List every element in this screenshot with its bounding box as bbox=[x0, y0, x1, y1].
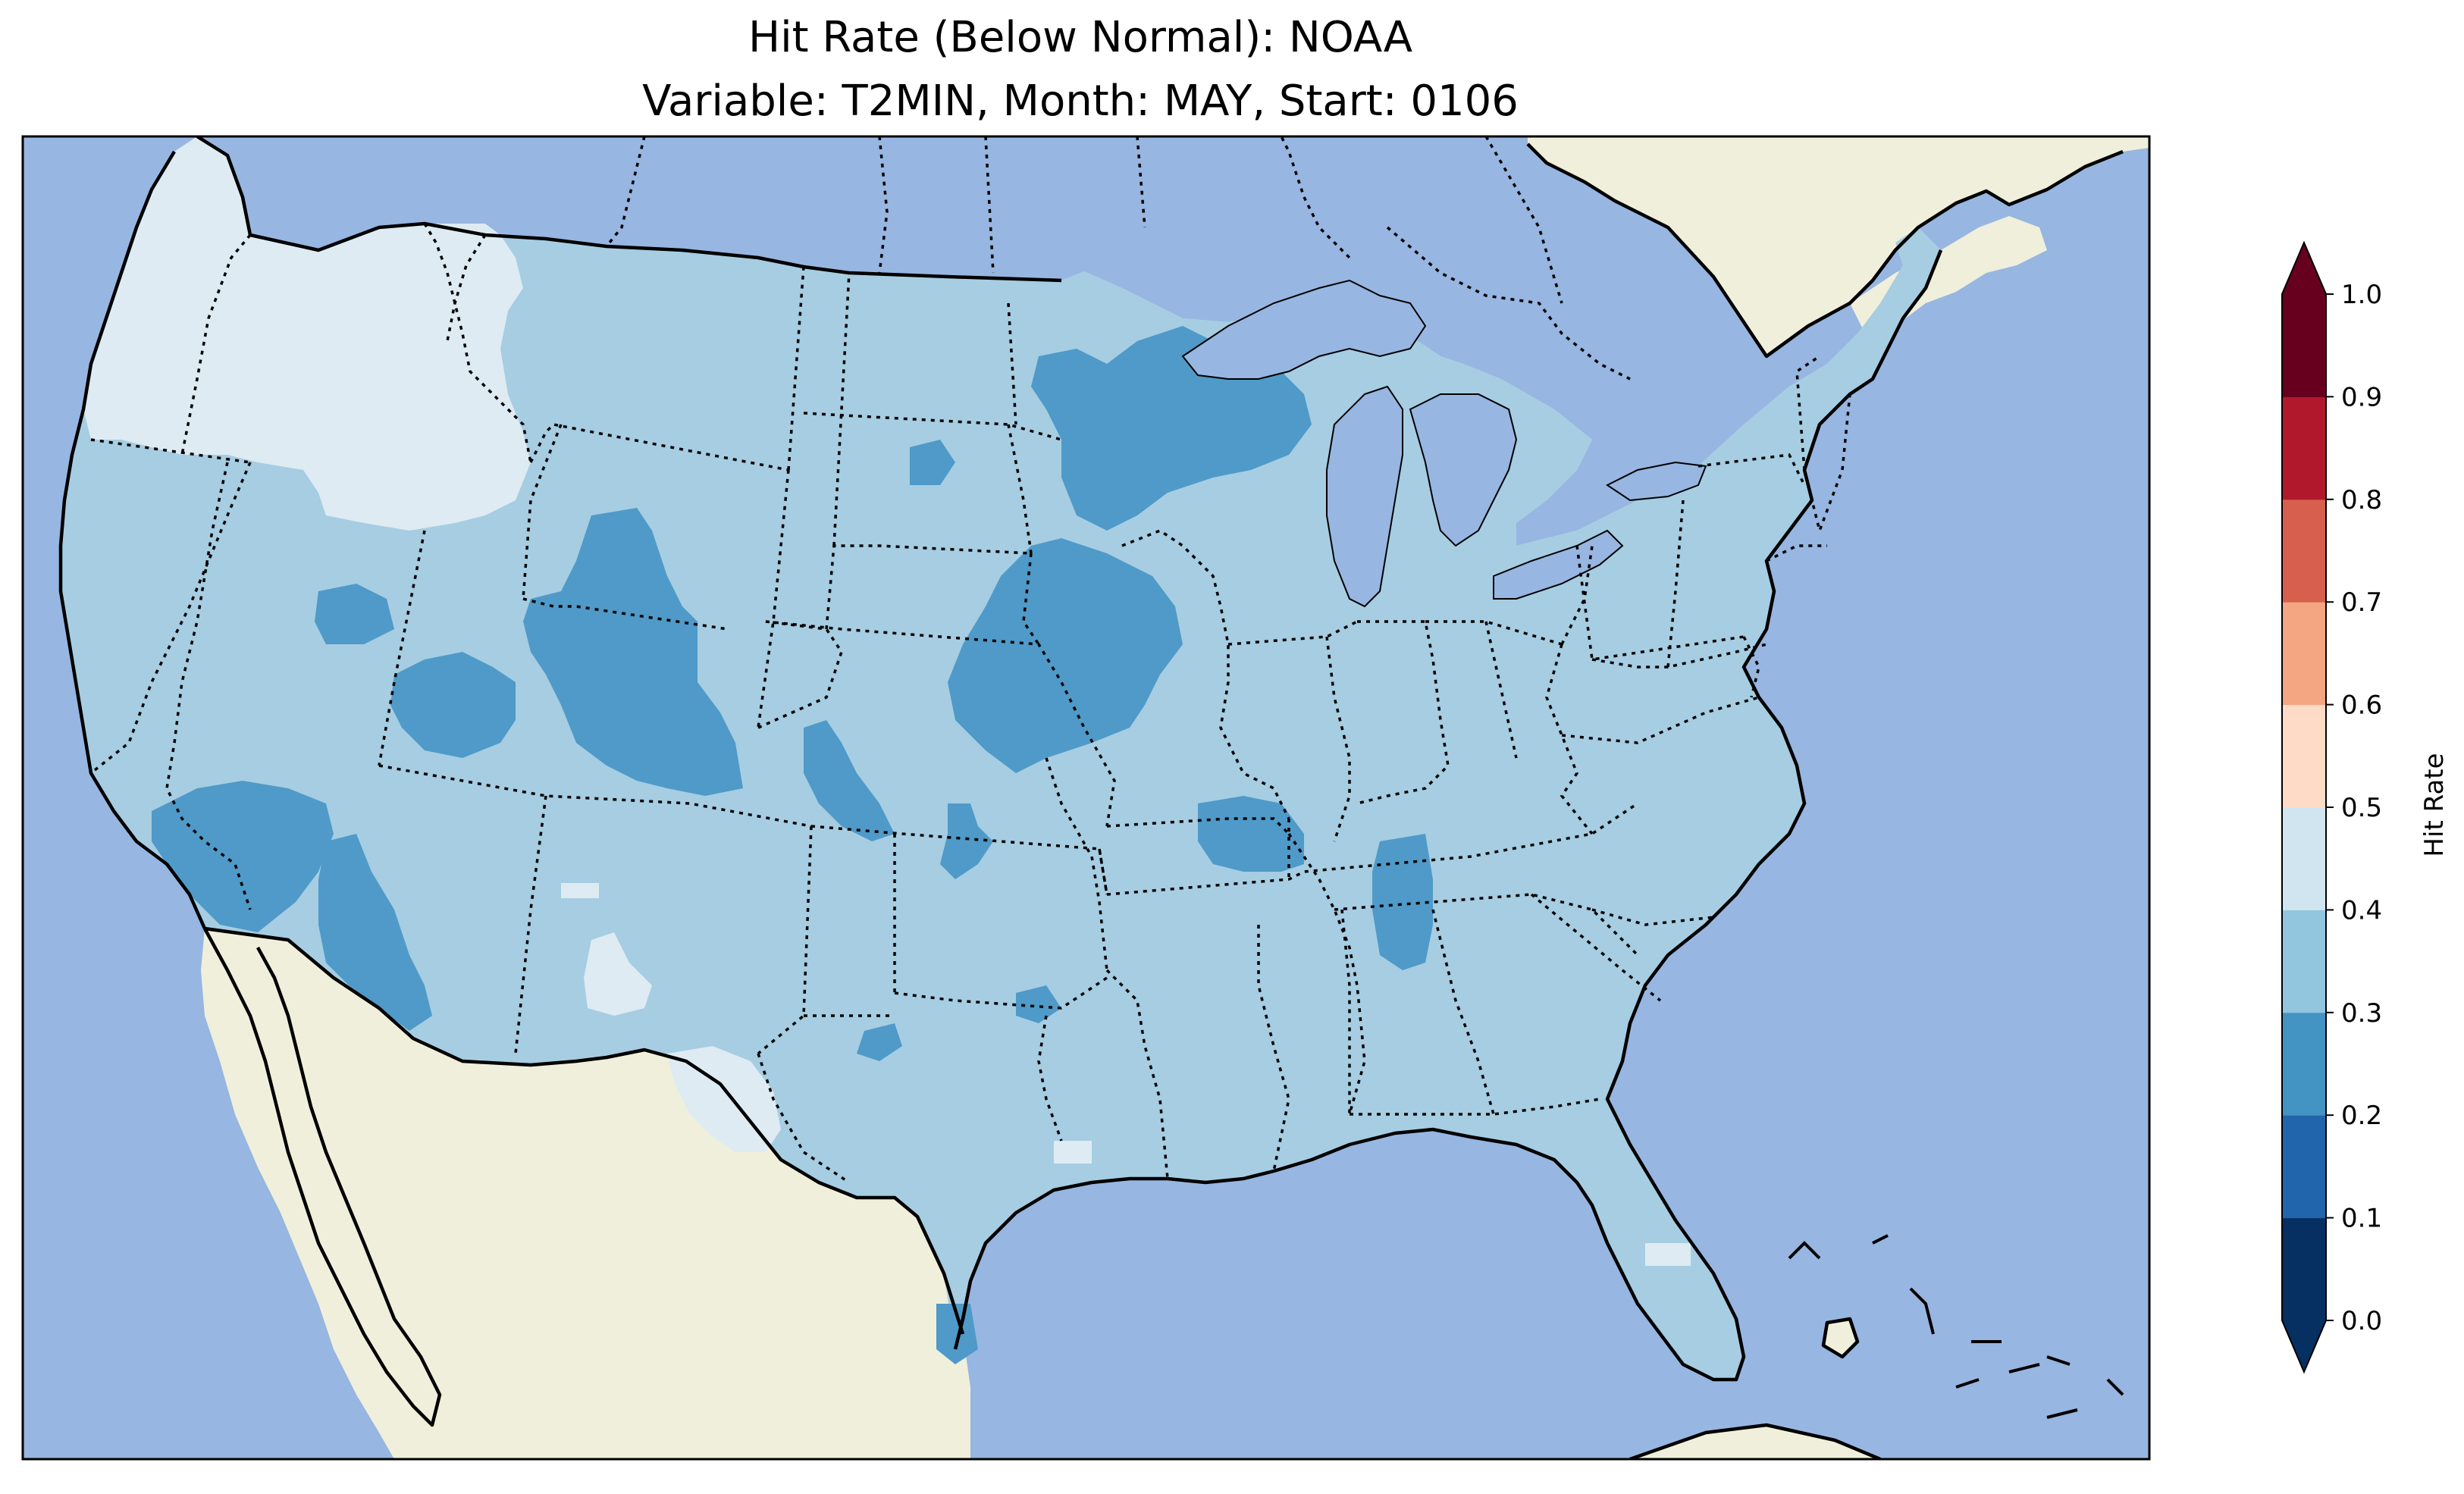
tx-central-low bbox=[857, 1023, 902, 1061]
caribbean-islands bbox=[1788, 1234, 2124, 1419]
nevada-low bbox=[315, 584, 394, 644]
colorbar-tick-label: 0.5 bbox=[2341, 793, 2382, 823]
colorbar-tick-label: 0.9 bbox=[2341, 382, 2382, 412]
colorbar-tick-label: 1.0 bbox=[2341, 280, 2382, 310]
colorbar-tick-label: 0.6 bbox=[2341, 691, 2382, 721]
texas-coast-high bbox=[1054, 1141, 1092, 1164]
lake-ontario bbox=[1606, 461, 1707, 502]
colorbar-tick-label: 0.4 bbox=[2341, 895, 2382, 926]
colorado-kansas-low bbox=[804, 720, 895, 841]
colorbar-tick-label: 0.2 bbox=[2341, 1101, 2382, 1131]
colorbar-tick-label: 0.3 bbox=[2341, 998, 2382, 1029]
state-borders bbox=[89, 136, 1851, 1184]
cuba-coastline bbox=[1629, 1423, 1881, 1459]
cuba-land bbox=[1630, 1425, 1880, 1459]
south-dakota-low bbox=[910, 440, 955, 485]
west-coastline bbox=[58, 150, 207, 929]
colorbar-segment bbox=[2282, 1115, 2326, 1219]
colorbar-segment bbox=[2282, 1217, 2326, 1321]
baja-coastline bbox=[203, 927, 442, 1427]
canada-land bbox=[197, 136, 2149, 356]
colorbar-tick-label: 0.7 bbox=[2341, 587, 2382, 618]
utah-low bbox=[390, 652, 516, 758]
mexico-border bbox=[204, 926, 965, 1335]
colorbar-segment bbox=[2282, 499, 2326, 603]
gulf-coastline bbox=[953, 249, 1943, 1382]
map-panel bbox=[23, 136, 2149, 1459]
colorbar-segment bbox=[2282, 704, 2326, 808]
oklahoma-low bbox=[940, 803, 993, 879]
alabama-low bbox=[1372, 834, 1433, 970]
lake-huron bbox=[1409, 393, 1518, 547]
map-frame bbox=[21, 135, 2151, 1461]
colorbar-extend-min bbox=[2282, 1320, 2326, 1372]
colorbar-extend-max bbox=[2282, 243, 2326, 294]
colorbar-segment bbox=[2282, 602, 2326, 706]
colorbar-segment bbox=[2282, 1012, 2326, 1116]
florida-high bbox=[1645, 1243, 1691, 1266]
colorbar-label: Hit Rate bbox=[2419, 753, 2450, 857]
canada-coastline bbox=[1526, 143, 2124, 359]
lake-superior bbox=[1181, 279, 1427, 380]
colorbar-segment bbox=[2282, 807, 2326, 910]
lake-michigan bbox=[1326, 385, 1403, 608]
great-lakes bbox=[1181, 279, 1707, 608]
us-coastline bbox=[196, 136, 1062, 283]
nebraska-iowa-low bbox=[948, 538, 1183, 773]
colorbar: 0.0 0.1 0.2 0.3 0.4 0.5 0.6 0.7 0.8 0.9 1.0 bbox=[2281, 240, 2382, 1374]
title-line-2: Variable: T2MIN, Month: MAY, Start: 0106 bbox=[642, 77, 1519, 126]
colorbar-segment bbox=[2282, 294, 2326, 397]
lake-erie bbox=[1493, 529, 1624, 600]
missouri-low bbox=[1198, 796, 1304, 872]
pacific-northwest-high bbox=[83, 136, 531, 531]
texas-gulf-low bbox=[936, 1304, 978, 1364]
colorbar-tick-label: 0.8 bbox=[2341, 485, 2382, 515]
ok-tx-low bbox=[1016, 985, 1061, 1023]
rate-field-0-2-0-3 bbox=[152, 326, 1433, 1364]
colorbar-segment bbox=[2282, 396, 2326, 500]
title-line-1: Hit Rate (Below Normal): NOAA bbox=[748, 13, 1412, 62]
colorbar-tick-label: 0.0 bbox=[2341, 1306, 2382, 1336]
arizona-nm-high bbox=[584, 932, 652, 1016]
colorbar-segment bbox=[2282, 910, 2326, 1013]
bahamas-coastline bbox=[1821, 1317, 1860, 1359]
colorbar-tick-label: 0.1 bbox=[2341, 1204, 2382, 1234]
nm-small-high bbox=[561, 883, 599, 898]
bahamas-land bbox=[1823, 1319, 1857, 1357]
wyoming-low bbox=[523, 508, 743, 796]
arizona-low bbox=[318, 834, 432, 1031]
california-low bbox=[152, 781, 334, 932]
